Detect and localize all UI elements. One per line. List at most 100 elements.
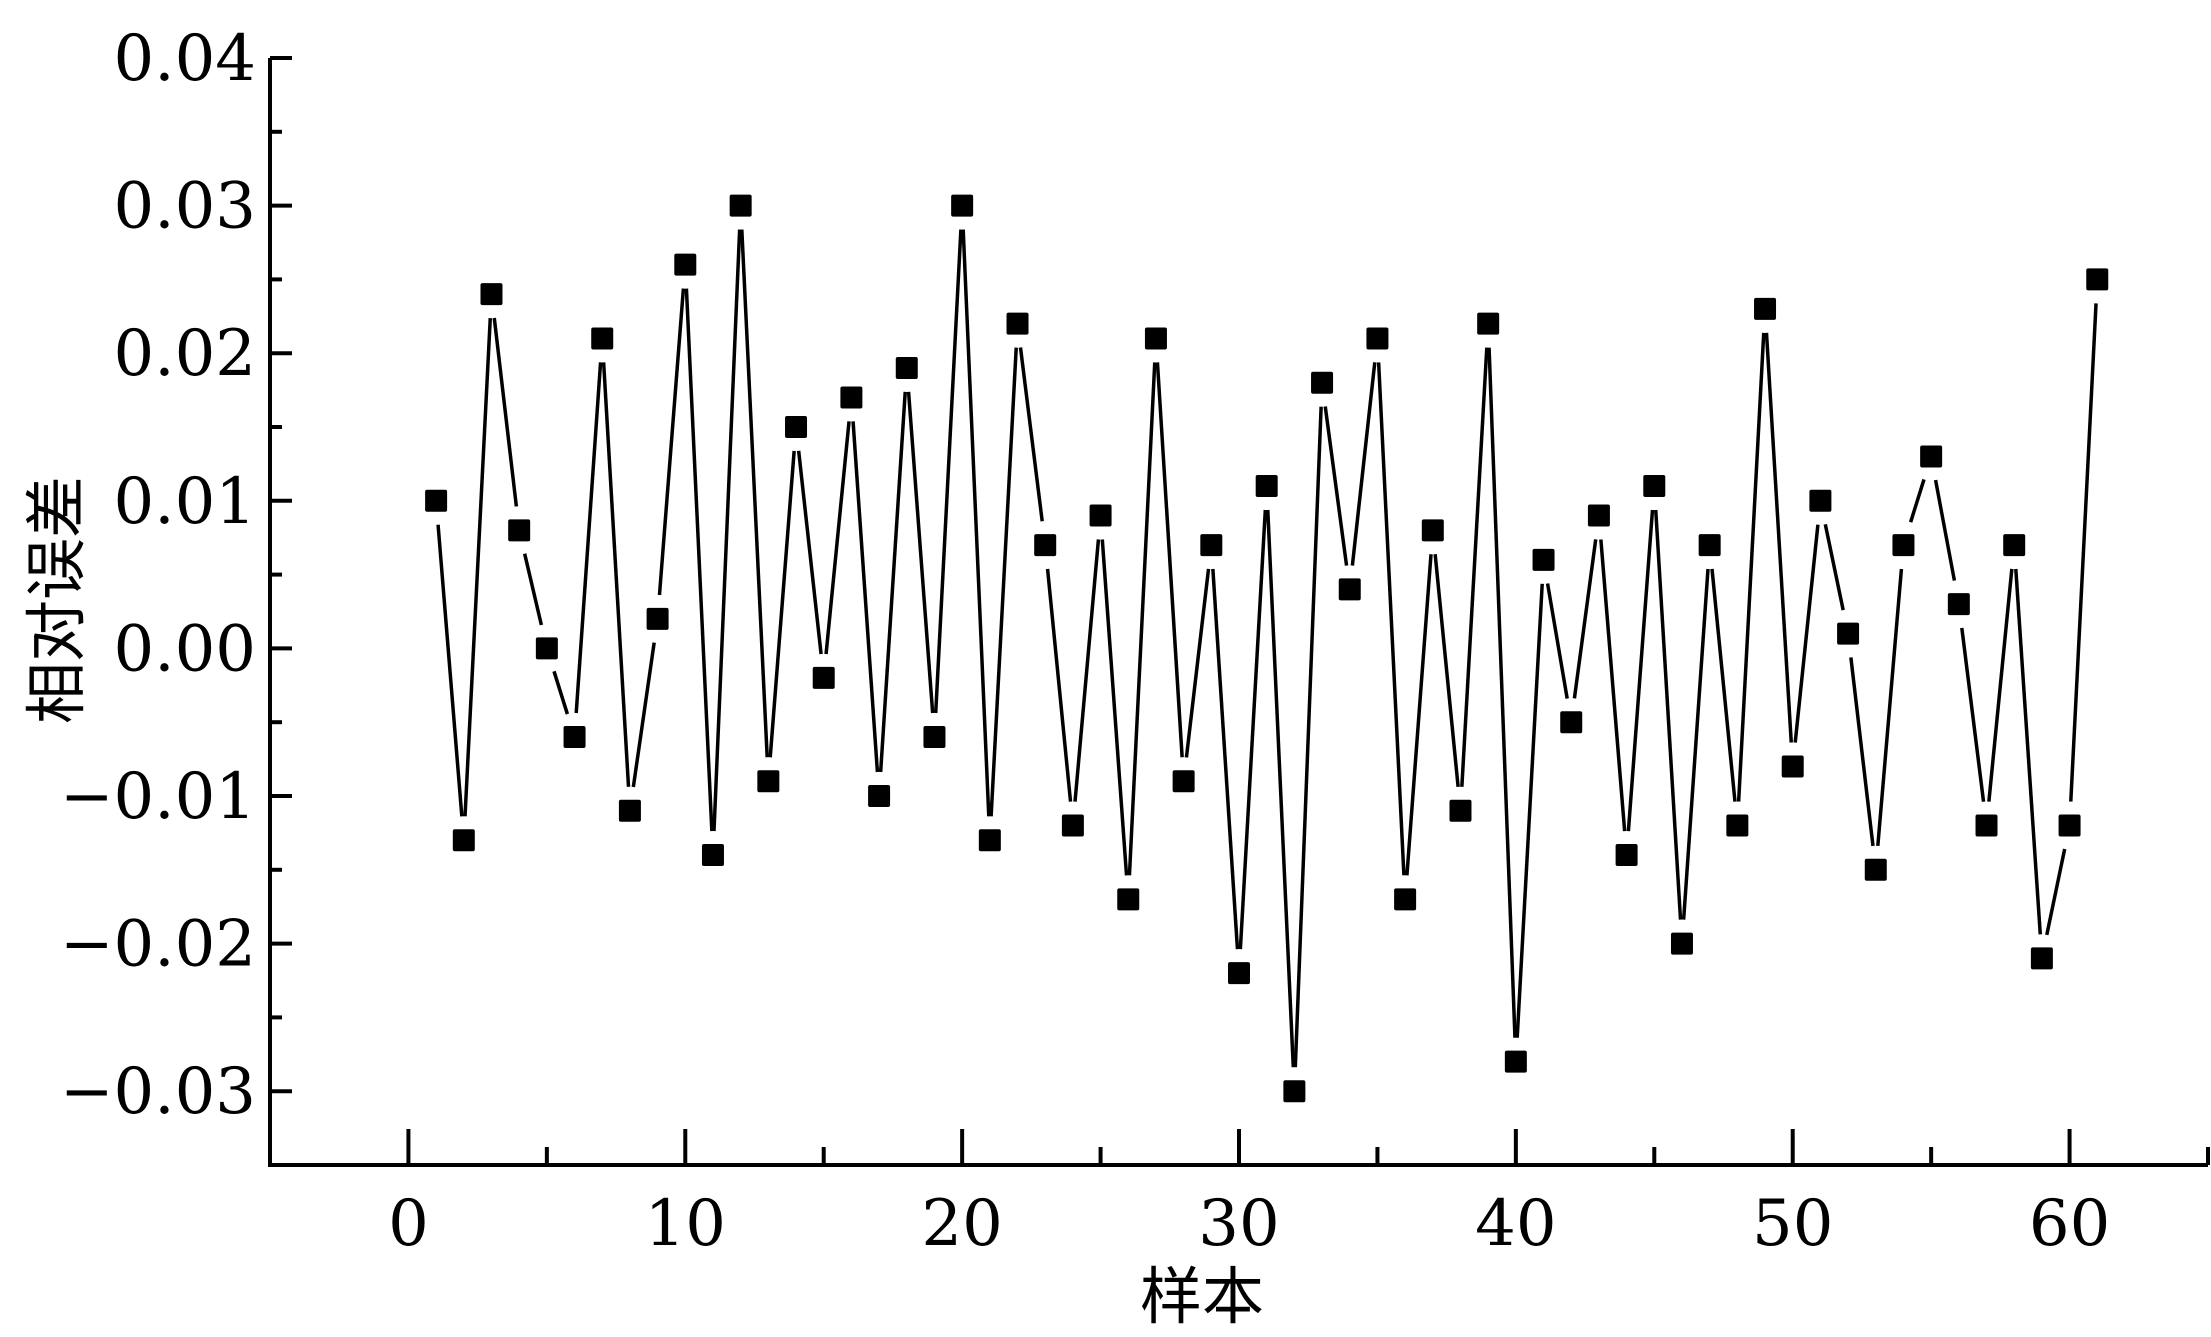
data-point-marker	[1560, 711, 1583, 734]
series-line-segment	[657, 288, 686, 596]
data-point-marker	[1920, 445, 1943, 468]
data-point-marker	[1089, 504, 1112, 527]
series-line-segment	[1433, 554, 1460, 788]
series-line-segment	[1073, 539, 1101, 802]
x-tick-label: 30	[1198, 1187, 1279, 1261]
series-line-segment	[574, 362, 603, 714]
series-line-segment	[1849, 657, 1875, 847]
data-point-marker	[1726, 814, 1749, 837]
data-point-marker	[868, 785, 891, 807]
data-point-marker	[1228, 962, 1250, 985]
series-line-segment	[1764, 332, 1794, 743]
data-point-marker	[646, 607, 669, 630]
data-point-marker	[1034, 534, 1057, 557]
series-line-segment	[1515, 583, 1544, 1038]
y-tick-label: 0.04	[114, 22, 257, 96]
series-line-segment	[1293, 406, 1323, 1068]
series-line-segment	[1653, 509, 1683, 920]
series-line-segment	[1155, 362, 1184, 758]
data-point-marker	[1864, 858, 1887, 881]
y-tick-label: −0.03	[60, 1055, 256, 1129]
series-line-segment	[1793, 524, 1820, 743]
data-point-marker	[508, 519, 531, 542]
series-line-segment	[712, 229, 742, 832]
series-line-segment	[1018, 347, 1044, 522]
series-line-segment	[1823, 523, 1845, 611]
data-point-marker	[1698, 534, 1721, 557]
series-line-segment	[1127, 362, 1157, 876]
data-point-marker	[2058, 814, 2081, 837]
data-point-marker	[425, 489, 448, 512]
data-point-marker	[785, 416, 808, 438]
y-axis-title: 相对误差	[20, 476, 93, 724]
y-tick-label: −0.02	[60, 908, 256, 982]
x-tick-label: 10	[645, 1187, 726, 1261]
x-axis-title: 样本	[1140, 1260, 1264, 1333]
data-point-marker	[1587, 504, 1610, 527]
data-point-marker	[1006, 312, 1029, 335]
data-point-marker	[1449, 799, 1472, 822]
data-point-marker	[2003, 534, 2026, 557]
series-line-segment	[1238, 509, 1268, 950]
series-line-segment	[1599, 539, 1627, 832]
data-point-marker	[1670, 932, 1693, 955]
series	[425, 194, 2109, 1103]
data-point-marker	[2030, 947, 2053, 970]
series-line-segment	[1211, 568, 1240, 950]
data-point-marker	[480, 283, 503, 306]
data-point-marker	[1504, 1050, 1527, 1073]
y-tick-label: −0.01	[60, 760, 256, 834]
series-line-segment	[2014, 568, 2043, 935]
tick-labels: 0.04 0.03 0.02 0.01 0.00 −0.01 −0.02 −0.03 0 10 20…	[60, 22, 2110, 1261]
series-line-segment	[1045, 568, 1073, 802]
series-line-segment	[796, 450, 823, 655]
data-point-marker	[563, 725, 586, 748]
data-point-marker	[1061, 814, 1084, 837]
series-line-segment	[1710, 568, 1737, 802]
series-line-segment	[768, 450, 796, 758]
data-point-marker	[1781, 755, 1804, 778]
data-point-marker	[729, 194, 752, 217]
series-line-segment	[436, 524, 464, 817]
y-tick-label: 0.00	[114, 612, 257, 686]
series-line-segment	[933, 229, 963, 714]
data-point-marker	[812, 666, 835, 689]
x-tick-label: 50	[1752, 1187, 1833, 1261]
series-line-segment	[2069, 303, 2098, 802]
series-line-segment	[1626, 509, 1655, 832]
data-point-marker	[452, 829, 475, 852]
x-tick-label: 0	[388, 1187, 429, 1261]
series-line-segment	[1681, 568, 1710, 920]
series-line-segment	[631, 642, 656, 788]
data-point-marker	[1643, 475, 1666, 498]
series-line-segment	[989, 347, 1018, 817]
series-line-segment	[1933, 479, 1957, 581]
series-line-segment	[1266, 509, 1296, 1068]
data-point-marker	[1947, 593, 1970, 616]
axes	[268, 58, 2208, 1167]
data-point-marker	[1117, 888, 1140, 911]
data-point-marker	[1366, 327, 1389, 350]
data-point-marker	[618, 799, 641, 822]
series-line-segment	[1487, 347, 1517, 1038]
series-line-segment	[1460, 347, 1489, 787]
series-line-segment	[878, 391, 907, 773]
data-point-marker	[1394, 888, 1417, 911]
data-point-marker	[1255, 475, 1278, 498]
data-point-marker	[674, 253, 697, 276]
series-line-segment	[684, 288, 714, 832]
data-point-marker	[1144, 327, 1167, 350]
series-line-segment	[492, 317, 519, 507]
series-line-segment	[1350, 362, 1377, 566]
data-point-marker	[978, 829, 1001, 852]
data-point-marker	[895, 356, 918, 379]
series-line-segment	[1960, 627, 1986, 802]
series-line-segment	[1987, 568, 2014, 802]
series-line-segment	[1376, 362, 1406, 876]
x-tick-label: 20	[921, 1187, 1002, 1261]
data-point-marker	[1477, 312, 1500, 335]
data-point-marker	[1809, 489, 1832, 512]
series-line-segment	[1100, 539, 1129, 876]
data-point-marker	[1338, 578, 1361, 601]
data-point-marker	[1837, 622, 1860, 645]
